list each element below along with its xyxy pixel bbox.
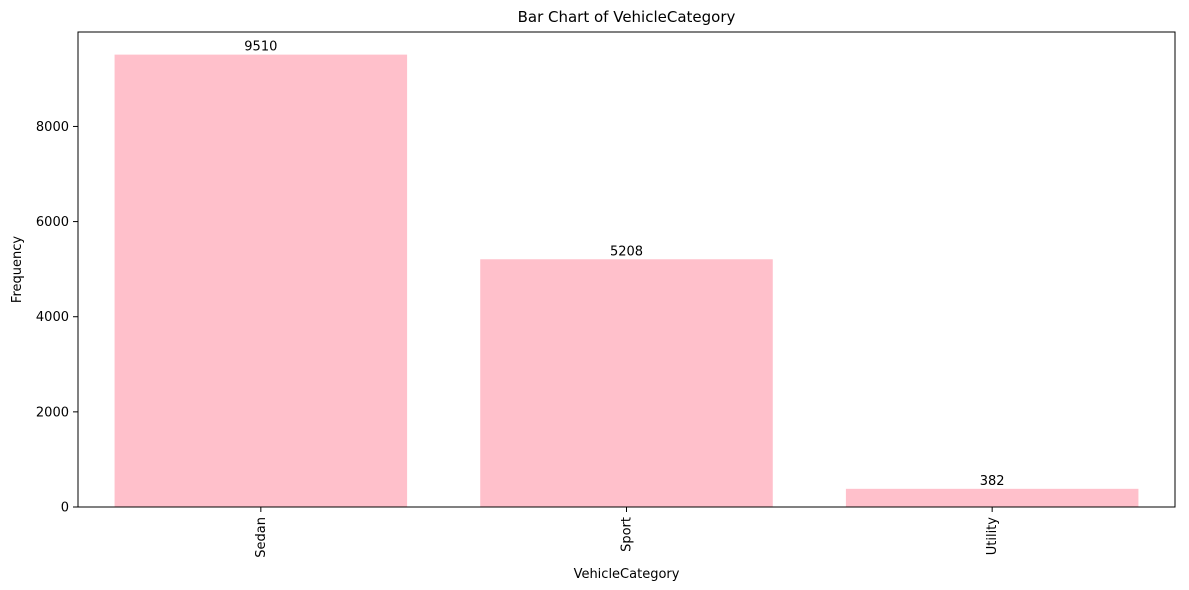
x-tick-label: Sport <box>620 517 635 552</box>
x-axis-label: VehicleCategory <box>574 567 680 582</box>
data-label: 382 <box>980 474 1005 489</box>
y-axis-label: Frequency <box>10 236 25 303</box>
x-tick-label: Utility <box>985 517 1000 556</box>
data-label: 9510 <box>244 40 277 55</box>
plot-frame <box>77 31 1176 508</box>
plot-area: 9510 Sedan 5208 Sport 382 Utility 0 2000 4000 600… <box>36 31 1176 558</box>
y-tick-label: 8000 <box>36 120 69 135</box>
data-label: 5208 <box>610 244 643 259</box>
y-tick-label: 2000 <box>36 405 69 420</box>
bar <box>480 259 773 507</box>
x-tick-label: Sedan <box>254 517 269 558</box>
y-tick-label: 0 <box>61 501 69 516</box>
bar <box>845 488 1139 507</box>
chart-title: Bar Chart of VehicleCategory <box>518 8 736 26</box>
bar <box>114 54 408 507</box>
y-tick-label: 6000 <box>36 215 69 230</box>
y-tick-label: 4000 <box>36 310 69 325</box>
